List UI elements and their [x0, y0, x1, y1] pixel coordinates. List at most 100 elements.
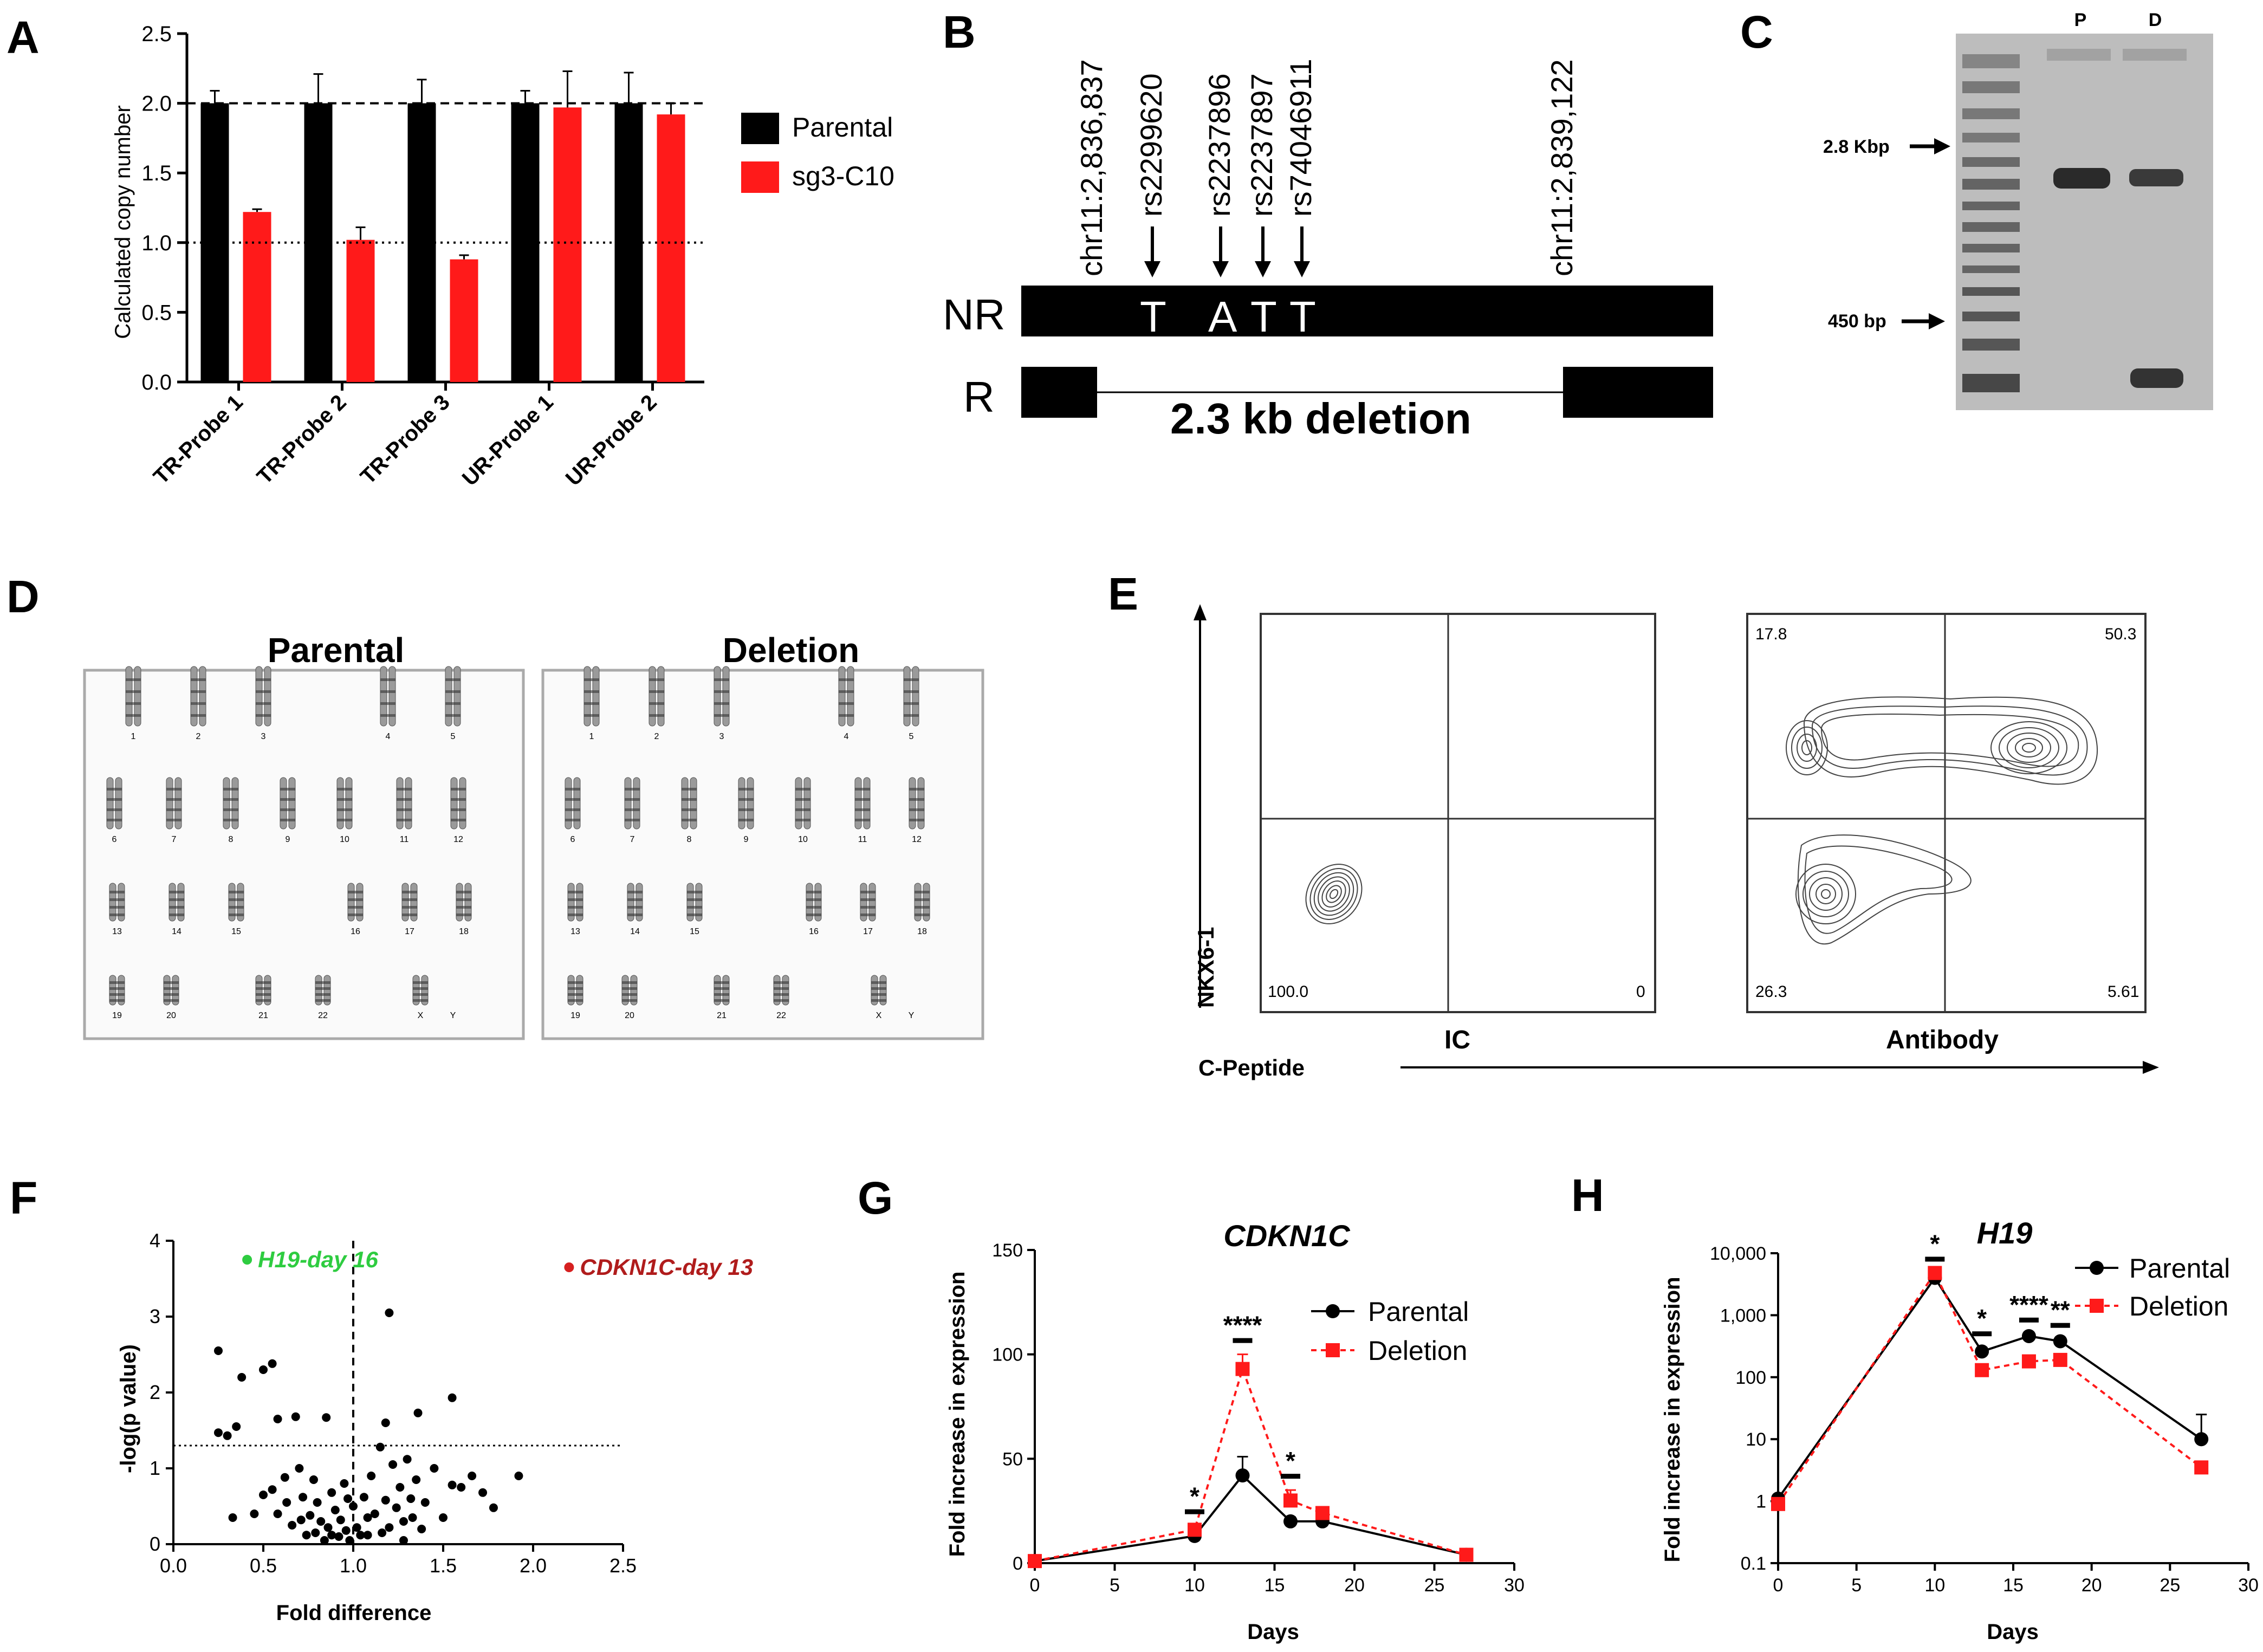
- data-point-parental: [2053, 1334, 2067, 1349]
- scatter-point: [282, 1498, 291, 1507]
- x-tick-label: 10: [1184, 1575, 1205, 1596]
- chromosome-band: [109, 891, 125, 893]
- data-point-deletion: [1771, 1496, 1785, 1511]
- allele-1: T: [1140, 293, 1166, 341]
- flow-plot-antibody-title: Antibody: [1886, 1026, 1999, 1054]
- chromosome-band: [191, 702, 206, 705]
- significance-marker: **: [2051, 1296, 2070, 1324]
- chromosome-label: X: [418, 1011, 424, 1020]
- significance-bar: [1281, 1474, 1300, 1479]
- chromosome-band: [256, 993, 271, 996]
- chromosome-band: [584, 678, 599, 681]
- chromosome-band: [337, 788, 352, 791]
- chromosome-band: [584, 714, 599, 717]
- significance-marker: *: [1977, 1304, 1987, 1332]
- scatter-point: [378, 1528, 387, 1537]
- x-tick-label: 20: [1344, 1575, 1365, 1596]
- chromosome-band: [451, 788, 466, 791]
- chromosome-band: [315, 999, 330, 1002]
- scatter-point: [468, 1472, 477, 1480]
- chromosome: [722, 666, 730, 727]
- legend-swatch-sg3: [741, 161, 779, 193]
- band-p-2.8kbp: [2053, 168, 2110, 189]
- chromosome-band: [871, 987, 886, 990]
- marker-arrow: [1934, 138, 1950, 154]
- chromosome-label: 6: [112, 835, 117, 844]
- lane-label-p: P: [2074, 10, 2087, 30]
- panel-h-line-chart: Fold increase in expression Days H19 0 5 1…: [1661, 1216, 2259, 1644]
- chromosome-band: [164, 981, 179, 984]
- scatter-point: [327, 1531, 336, 1540]
- allele-3: T: [1250, 293, 1277, 341]
- chromosome-label: 2: [196, 732, 201, 741]
- y-tick-label: 3: [150, 1305, 160, 1327]
- chromosome-band: [380, 714, 395, 717]
- scatter-point: [478, 1488, 488, 1497]
- panel-a-ylabel: Calculated copy number: [111, 105, 135, 339]
- x-tick-label: 5: [1851, 1575, 1862, 1596]
- chromosome-band: [565, 819, 580, 821]
- flow-plot-antibody: [1746, 613, 2147, 1013]
- chromosome-band: [280, 819, 295, 821]
- chromosome-label: 4: [386, 732, 391, 741]
- chromosome-label: 2: [654, 732, 659, 741]
- y-tick-label: 2: [150, 1381, 160, 1403]
- scatter-point: [381, 1418, 390, 1427]
- chromosome: [912, 666, 919, 727]
- legend-label-parental: Parental: [2129, 1253, 2230, 1284]
- chromosome: [453, 666, 461, 727]
- chromosome: [657, 666, 665, 727]
- scatter-point: [311, 1528, 320, 1537]
- legend-label-parental: Parental: [792, 112, 893, 142]
- row-label-r: R: [963, 373, 995, 421]
- chromosome-band: [622, 999, 637, 1002]
- flow-plot-ic-title: IC: [1444, 1026, 1470, 1054]
- scatter-point: [514, 1472, 523, 1480]
- bar-sg3-4: [553, 107, 582, 383]
- scatter-point: [280, 1473, 289, 1482]
- snp-label-1: rs2299620: [1134, 73, 1168, 217]
- nr-sequence-bar: [1021, 286, 1713, 336]
- significance-bar: [1972, 1331, 1992, 1337]
- chromosome: [592, 666, 600, 727]
- chromosome-band: [714, 999, 729, 1002]
- chromosome-band: [627, 891, 643, 893]
- chromosome-band: [280, 788, 295, 791]
- chromosome: [380, 666, 387, 727]
- chromosome-band: [256, 678, 271, 681]
- ic-lr-value: 0: [1636, 983, 1645, 1001]
- y-axis-arrowhead: [1194, 604, 1207, 620]
- chromosome-band: [860, 906, 876, 909]
- x-tick-label: 15: [2003, 1575, 2024, 1596]
- x-tick-label: 10: [1924, 1575, 1945, 1596]
- chromosome-band: [855, 798, 870, 801]
- karyotype-title-parental: Parental: [268, 631, 405, 670]
- chromosome-band: [795, 819, 810, 821]
- chromosome-band: [451, 798, 466, 801]
- band-d-450bp: [2130, 368, 2183, 388]
- scatter-point: [363, 1513, 372, 1522]
- scatter-point: [299, 1493, 308, 1502]
- scatter-point: [237, 1373, 247, 1382]
- chromosome-band: [109, 906, 125, 909]
- lane-label-d: D: [2149, 10, 2162, 30]
- snp-label-4: rs74046911: [1283, 59, 1318, 217]
- chromosome-band: [229, 906, 244, 909]
- scatter-point: [268, 1485, 277, 1494]
- data-point-deletion: [1283, 1493, 1298, 1508]
- chromosome-band: [568, 891, 583, 893]
- scatter-point: [273, 1415, 282, 1423]
- marker-arrow: [1929, 313, 1945, 329]
- chromosome-band: [904, 714, 919, 717]
- chromosome-band: [456, 898, 471, 901]
- chromosome-band: [229, 914, 244, 916]
- y-tick-label: 100: [992, 1345, 1023, 1365]
- chromosome-label: 10: [798, 835, 808, 844]
- panel-h-ylabel: Fold increase in expression: [1661, 1277, 1684, 1563]
- bar-parental-5: [614, 103, 643, 383]
- chromosome-band: [625, 788, 640, 791]
- scatter-point: [250, 1510, 259, 1518]
- chromosome-label: 1: [589, 732, 594, 741]
- chromosome-band: [714, 981, 729, 984]
- chromosome-band: [445, 690, 461, 693]
